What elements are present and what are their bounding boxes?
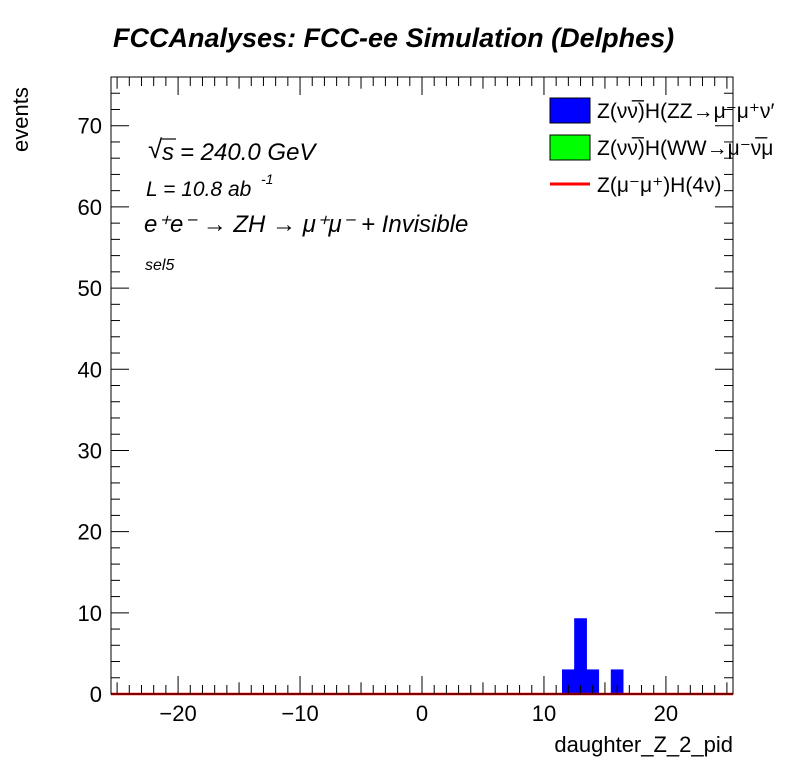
- histogram-bar-0-1: [574, 618, 587, 695]
- y-tick-label: 0: [90, 682, 102, 707]
- legend-label: Z(μ⁻μ⁺)H(4ν): [597, 174, 722, 197]
- x-axis-label: daughter_Z_2_pid: [554, 732, 733, 757]
- annotation-luminosity: L = 10.8 ab -1: [146, 171, 273, 201]
- sqrt-s-symbol: s: [162, 139, 174, 166]
- y-tick-label: 70: [78, 114, 102, 139]
- legend-label: Z(νν̅)H(ZZ→μ⁻μ⁺ν′: [597, 100, 774, 123]
- annotation-sqrt-s: √ s = 240.0 GeV: [148, 134, 317, 166]
- lumi-text: L = 10.8 ab: [146, 178, 252, 201]
- sqrt-s-value: = 240.0 GeV: [180, 139, 317, 166]
- process-label: e⁺e⁻ → ZH → μ⁺μ⁻ + Invisible: [144, 211, 468, 238]
- y-axis-label: events: [8, 87, 33, 152]
- selection-label: sel5: [145, 257, 174, 274]
- legend-label: Z(νν̅)H(WW→μ⁻ν̅μ: [597, 137, 773, 160]
- tick-labels: −20 −10 0 10 20 0 10 20 30 40 50 60 70: [78, 114, 679, 726]
- chart-title: FCCAnalyses: FCC-ee Simulation (Delphes): [113, 23, 674, 53]
- axis-ticks: [111, 76, 733, 695]
- x-tick-label: 20: [654, 701, 678, 726]
- y-tick-label: 50: [78, 276, 102, 301]
- plot-frame: [110, 76, 734, 695]
- lumi-exponent: -1: [261, 171, 273, 187]
- x-tick-label: −20: [159, 701, 196, 726]
- y-tick-label: 40: [78, 357, 102, 382]
- legend: Z(νν̅)H(ZZ→μ⁻μ⁺ν′ Z(νν̅)H(WW→μ⁻ν̅μ Z(μ⁻μ⁺)…: [549, 97, 774, 197]
- y-tick-label: 30: [78, 438, 102, 463]
- x-tick-label: 10: [532, 701, 556, 726]
- legend-swatch-box: [549, 134, 591, 161]
- legend-swatch-box: [549, 97, 591, 124]
- y-tick-label: 10: [78, 601, 102, 626]
- y-tick-label: 60: [78, 195, 102, 220]
- x-tick-label: −10: [281, 701, 318, 726]
- y-tick-label: 20: [78, 520, 102, 545]
- x-tick-label: 0: [416, 701, 428, 726]
- sqrt-symbol: √: [148, 134, 163, 164]
